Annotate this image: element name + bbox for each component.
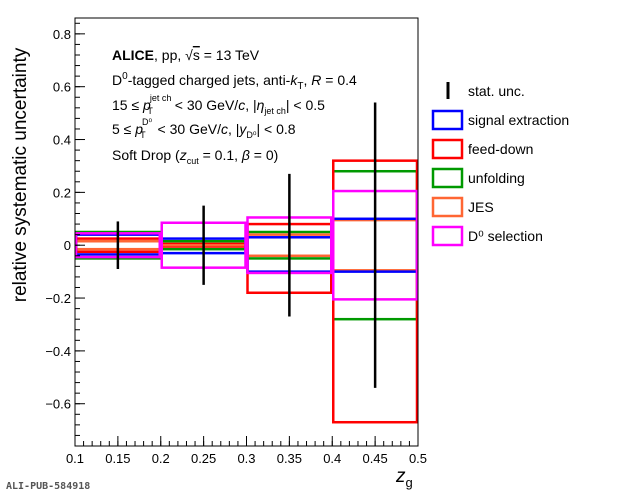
x-tick-label: 0.3 (237, 451, 255, 466)
publication-id: ALI-PUB-584918 (6, 481, 91, 492)
x-tick-label: 0.15 (105, 451, 130, 466)
legend-stat-label: stat. unc. (468, 83, 525, 99)
plot-area (74, 102, 419, 424)
legend-label: D⁰ selection (468, 228, 543, 244)
info-line-5: Soft Drop (zcut = 0.1, β = 0) (112, 147, 278, 166)
x-axis-title: zg (395, 466, 413, 490)
x-tick-label: 0.35 (277, 451, 302, 466)
axes: 0.1 0.15 0.2 0.25 0.3 0.35 0.4 0.45 0.5 −0.6 −0.4 −… (45, 22, 427, 466)
info-block: ALICE, pp, √s = 13 TeV D0-tagged charged… (112, 47, 357, 166)
legend-label: unfolding (468, 170, 525, 186)
legend-label: feed-down (468, 141, 533, 157)
legend-swatch (431, 138, 464, 160)
y-tick-label: 0.2 (53, 185, 71, 200)
y-tick-label: −0.4 (45, 344, 71, 359)
x-tick-label: 0.25 (191, 451, 216, 466)
legend-swatch (431, 196, 464, 218)
x-tick-label: 0.45 (362, 451, 387, 466)
legend: stat. unc. signal extraction feed-down unf… (431, 82, 569, 247)
y-tick-label: −0.6 (45, 397, 71, 412)
y-tick-label: −0.2 (45, 291, 71, 306)
x-tick-label: 0.2 (152, 451, 170, 466)
info-line-4: 5 ≤ pD⁰ T < 30 GeV/c, |yD⁰| < 0.8 (112, 117, 296, 140)
info-line-1: ALICE, pp, √s = 13 TeV (112, 47, 260, 63)
y-axis-title: relative systematic uncertainty (10, 47, 31, 302)
y-tick-label: 0.8 (53, 27, 71, 42)
y-tick-label: 0.4 (53, 133, 71, 148)
legend-swatch (431, 109, 464, 131)
x-tick-label: 0.1 (66, 451, 84, 466)
info-line-2: D0-tagged charged jets, anti-kT, R = 0.4 (112, 71, 357, 92)
legend-swatch (431, 167, 464, 189)
legend-swatch (431, 225, 464, 247)
x-tick-label: 0.5 (409, 451, 427, 466)
y-tick-label: 0.6 (53, 80, 71, 95)
legend-label: signal extraction (468, 112, 569, 128)
info-line-3: 15 ≤ pjet ch T < 30 GeV/c, |ηjet ch| < 0.… (112, 93, 325, 116)
x-tick-label: 0.4 (323, 451, 341, 466)
legend-label: JES (468, 199, 494, 215)
y-tick-label: 0 (64, 238, 71, 253)
